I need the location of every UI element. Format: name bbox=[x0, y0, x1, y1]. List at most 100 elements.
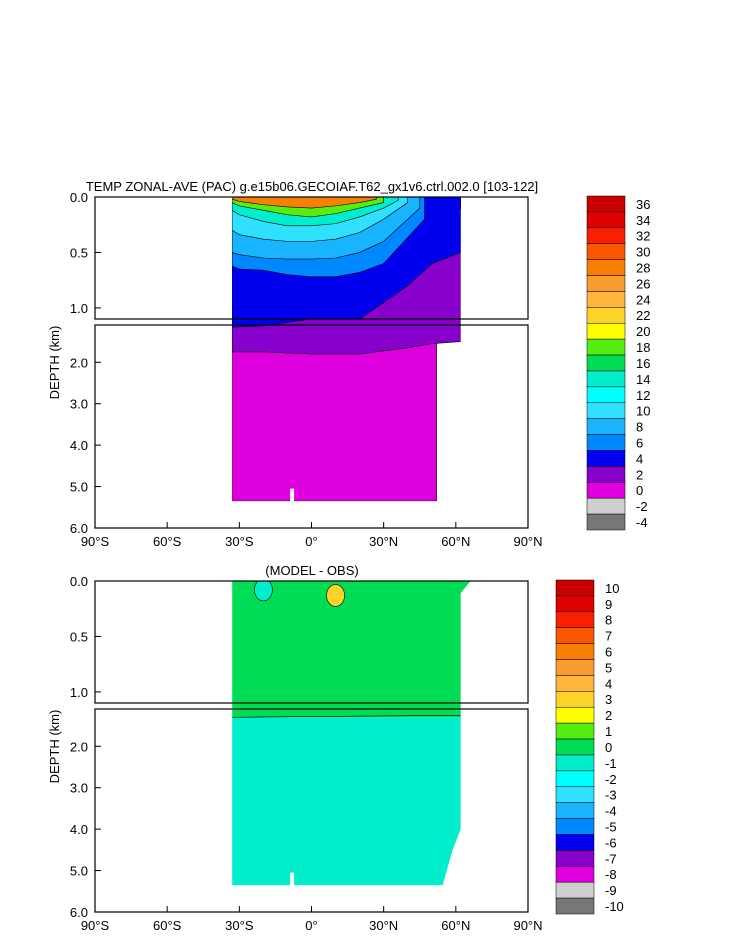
anomaly-zero-contour bbox=[232, 714, 461, 718]
colorbar-label: 2 bbox=[605, 708, 612, 723]
colorbar-cell bbox=[555, 579, 595, 597]
y-axis-label: DEPTH (km) bbox=[47, 326, 62, 400]
y-tick-label: 2.0 bbox=[70, 739, 88, 754]
anomaly-cool-band bbox=[254, 581, 273, 602]
colorbar-label: 16 bbox=[636, 356, 650, 371]
colorbar-cell bbox=[586, 211, 626, 229]
y-tick-label: 0.5 bbox=[70, 629, 88, 644]
colorbar-label: 7 bbox=[605, 629, 612, 644]
colorbar-cell bbox=[586, 386, 626, 404]
colorbar-label: -4 bbox=[605, 804, 617, 819]
y-tick-label: 4.0 bbox=[70, 438, 88, 453]
x-tick-label: 60°N bbox=[441, 534, 470, 549]
y-tick-label: 0.0 bbox=[70, 574, 88, 589]
colorbar-label: -7 bbox=[605, 851, 617, 866]
colorbar-cell bbox=[586, 513, 626, 531]
colorbar-label: 28 bbox=[636, 261, 650, 276]
x-tick-label: 30°S bbox=[225, 918, 254, 933]
x-tick-label: 0° bbox=[305, 918, 317, 933]
plot-frame-upper bbox=[94, 580, 529, 704]
colorbar-cell bbox=[555, 850, 595, 867]
colorbar-cell bbox=[586, 227, 626, 244]
colorbar-cell bbox=[586, 497, 626, 515]
colorbar-label: -10 bbox=[605, 899, 624, 914]
y-tick-label: 3.0 bbox=[70, 397, 88, 412]
colorbar-label: 18 bbox=[636, 340, 650, 355]
x-tick-label: 60°N bbox=[441, 918, 470, 933]
colorbar-cell bbox=[555, 627, 595, 644]
colorbar-cell bbox=[555, 722, 595, 740]
colorbar-cell bbox=[586, 370, 626, 388]
colorbar-label: 9 bbox=[605, 597, 612, 612]
colorbar-label: 10 bbox=[636, 404, 650, 419]
y-tick-label: 6.0 bbox=[70, 521, 88, 536]
colorbar-label: 4 bbox=[605, 676, 612, 691]
colorbar-label: -2 bbox=[636, 499, 648, 514]
colorbar-cell bbox=[586, 418, 626, 435]
colorbar-cell bbox=[555, 881, 595, 899]
colorbar-cell bbox=[555, 706, 595, 724]
colorbar-cell bbox=[555, 786, 595, 803]
colorbar-cell bbox=[586, 243, 626, 260]
colorbar-cell bbox=[586, 482, 626, 499]
x-tick-label: 30°N bbox=[369, 918, 398, 933]
colorbar-cell bbox=[586, 338, 626, 356]
y-tick-label: 6.0 bbox=[70, 905, 88, 920]
colorbar-cell bbox=[555, 659, 595, 676]
x-tick-label: 30°S bbox=[225, 534, 254, 549]
x-tick-label: 90°N bbox=[513, 918, 542, 933]
contour-fills bbox=[232, 197, 461, 502]
chart-title: (MODEL - OBS) bbox=[265, 563, 358, 578]
x-tick-label: 90°S bbox=[81, 534, 110, 549]
colorbar-label: 0 bbox=[605, 740, 612, 755]
colorbar-cell bbox=[586, 291, 626, 308]
anomaly-warm-core bbox=[326, 584, 345, 607]
colorbar-label: 8 bbox=[636, 420, 643, 435]
x-tick-label: 0° bbox=[305, 534, 317, 549]
colorbar-label: -9 bbox=[605, 883, 617, 898]
colorbar-cell bbox=[555, 834, 595, 851]
colorbar-cell bbox=[555, 897, 595, 915]
colorbar-cell bbox=[555, 675, 595, 692]
x-tick-label: 90°N bbox=[513, 534, 542, 549]
colorbar-label: 34 bbox=[636, 213, 650, 228]
colorbar-label: 22 bbox=[636, 308, 650, 323]
colorbar-label: -3 bbox=[605, 788, 617, 803]
colorbar-cell bbox=[555, 611, 595, 628]
chart-panel-1: TEMP ZONAL-AVE (PAC) g.e15b06.GECOIAF.T6… bbox=[47, 179, 650, 549]
colorbar-cell bbox=[586, 275, 626, 292]
colorbar-label: -5 bbox=[605, 819, 617, 834]
colorbar-cell bbox=[555, 770, 595, 788]
colorbar-cell bbox=[555, 754, 595, 772]
colorbar-cell bbox=[586, 354, 626, 372]
colorbar-label: 5 bbox=[605, 660, 612, 675]
colorbar-label: 6 bbox=[605, 645, 612, 660]
y-tick-label: 0.5 bbox=[70, 245, 88, 260]
anomaly-lower-field bbox=[232, 717, 471, 886]
contour-band-20-28 bbox=[232, 197, 377, 209]
colorbar-cell bbox=[586, 434, 626, 451]
colorbar-cell bbox=[555, 818, 595, 835]
colorbar-cell bbox=[555, 738, 595, 756]
y-tick-label: 1.0 bbox=[70, 301, 88, 316]
colorbar-label: -6 bbox=[605, 835, 617, 850]
x-tick-label: 30°N bbox=[369, 534, 398, 549]
colorbar-cell bbox=[555, 643, 595, 660]
y-tick-label: 3.0 bbox=[70, 781, 88, 796]
x-tick-label: 60°S bbox=[153, 534, 182, 549]
y-tick-label: 5.0 bbox=[70, 480, 88, 495]
y-tick-label: 4.0 bbox=[70, 822, 88, 837]
colorbar-cell bbox=[586, 322, 626, 340]
colorbar-cell bbox=[555, 595, 595, 613]
colorbar-label: 1 bbox=[605, 724, 612, 739]
colorbar-cell bbox=[586, 259, 626, 276]
colorbar-cell bbox=[586, 307, 626, 324]
colorbar-label: -8 bbox=[605, 867, 617, 882]
colorbar-label: 6 bbox=[636, 435, 643, 450]
colorbar-cell bbox=[586, 402, 626, 419]
colorbar-label: 4 bbox=[636, 451, 643, 466]
x-tick-label: 90°S bbox=[81, 918, 110, 933]
anomaly-upper-field bbox=[232, 581, 471, 718]
x-tick-label: 60°S bbox=[153, 918, 182, 933]
